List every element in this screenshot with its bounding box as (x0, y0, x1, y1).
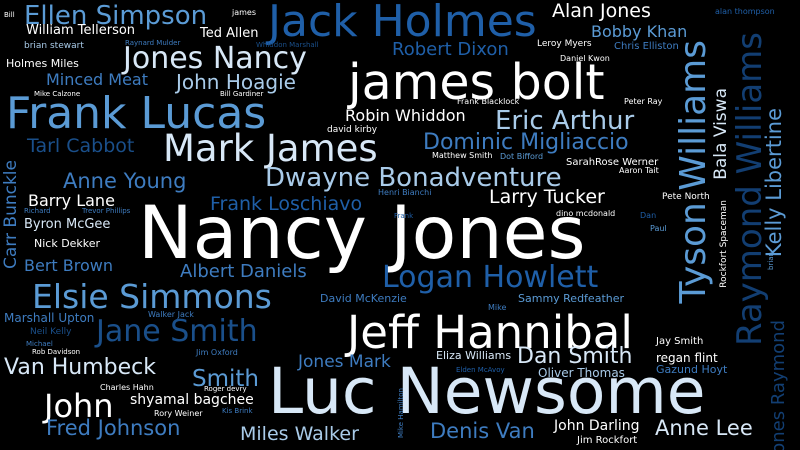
word-frank-loschiavo: Frank Loschiavo (210, 193, 363, 215)
word-jones-raymond: Jones Raymond (768, 320, 789, 450)
word-david-kirby: david kirby (327, 125, 378, 135)
word-elsie-simmons: Elsie Simmons (32, 277, 272, 316)
word-aaron-tait: Aaron Tait (619, 166, 659, 175)
word-raynard-mulder: Raynard Mulder (125, 39, 181, 47)
word-jane-smith: Jane Smith (96, 314, 258, 349)
word-gazund-hoyt: Gazund Hoyt (656, 363, 728, 376)
word-dan: Dan (640, 211, 657, 220)
word-dot-bifford: Dot Bifford (500, 152, 544, 161)
word-nick-dekker: Nick Dekker (34, 237, 101, 250)
word-alan-thompson: alan thompson (715, 7, 775, 16)
word-rory-weiner: Rory Weiner (154, 409, 203, 418)
word-jim-oxford: Jim Oxford (196, 348, 238, 357)
word-smith: Smith (192, 366, 259, 392)
word-robert-dixon: Robert Dixon (392, 39, 509, 60)
word-brian: brian (767, 252, 775, 270)
word-eliza-williams: Eliza Williams (436, 349, 512, 362)
word-anne-lee: Anne Lee (655, 416, 753, 440)
word-mark-james: Mark James (163, 127, 378, 170)
word-chris-elliston: Chris Elliston (614, 41, 679, 52)
word-dwayne-bonadventure: Dwayne Bonadventure (265, 163, 562, 193)
word-jim-rockfort: Jim Rockfort (577, 435, 638, 446)
word-richard: Richard (24, 207, 51, 215)
word-anne-young: Anne Young (63, 169, 187, 193)
word-bill-gardiner: Bill Gardiner (220, 90, 264, 98)
word-john-darling: John Darling (554, 418, 640, 434)
word-oliver-thomas: Oliver Thomas (538, 366, 625, 380)
word-roger-devry: Roger devry (204, 385, 247, 393)
word-sarahrose-werner: SarahRose Werner (566, 157, 659, 168)
word-dominic-migliaccio: Dominic Migliaccio (423, 130, 629, 155)
word-regan-flint: regan flint (656, 351, 718, 365)
word-frank: Frank (394, 212, 414, 220)
word-peter-ray: Peter Ray (624, 97, 663, 106)
word-kelly-libertine: Kelly Libertine (762, 108, 786, 258)
word-robin-whiddon: Robin Whiddon (345, 106, 466, 125)
word-ellen-simpson: Ellen Simpson (24, 1, 208, 31)
word-sammy-redfeather: Sammy Redfeather (518, 292, 625, 305)
word-bill: Bill (4, 11, 15, 19)
word-bert-brown: Bert Brown (24, 256, 113, 275)
word-holmes-miles: Holmes Miles (6, 57, 79, 70)
word-tarl-cabbot: Tarl Cabbot (27, 135, 135, 157)
word-rob-davidson: Rob Davidson (32, 348, 81, 356)
word-larry-tucker: Larry Tucker (489, 186, 605, 208)
word-whiddon-marshall: Whiddon Marshall (256, 41, 319, 49)
word-mike-calzone: Mike Calzone (34, 90, 81, 98)
word-tyson-williams: Tyson Williams (673, 40, 714, 304)
word-trevor-phillips: Trevor Phillips (82, 207, 131, 215)
word-jack-holmes: Jack Holmes (268, 0, 537, 47)
word-henri-bianchi: Henri Bianchi (378, 188, 432, 197)
word-elden-mcavoy: Elden McAvoy (456, 366, 505, 374)
word-leroy-myers: Leroy Myers (537, 39, 592, 49)
word-shyamal-bagchee: shyamal bagchee (130, 392, 254, 408)
word-byron-mcgee: Byron McGee (24, 217, 111, 232)
word-bala-viswa: Bala Viswa (711, 88, 731, 180)
word-matthew-smith: Matthew Smith (432, 151, 493, 160)
word-miles-walker: Miles Walker (240, 423, 359, 445)
word-james-bolt: james bolt (348, 54, 605, 111)
word-jay-smith: Jay Smith (656, 336, 704, 347)
word-frank-lucas: Frank Lucas (6, 88, 267, 139)
word-james: james (232, 8, 257, 17)
word-jones-mark: Jones Mark (298, 352, 391, 372)
word-mike: Mike (488, 303, 507, 312)
word-fred-johnson: Fred Johnson (46, 416, 181, 440)
word-frank-blacklock: Frank Blacklock (457, 97, 520, 106)
word-pete-north: Pete North (662, 192, 710, 202)
word-albert-daniels: Albert Daniels (180, 261, 307, 282)
word-ted-allen: Ted Allen (200, 26, 259, 41)
word-luc-newsome: Luc Newsome (268, 355, 706, 428)
word-mike-hamilton: Mike Hamilton (397, 388, 405, 439)
word-dan-smith: Dan Smith (517, 344, 633, 369)
word-denis-van: Denis Van (430, 419, 535, 443)
word-rockfort-spaceman: Rockfort Spaceman (719, 200, 729, 288)
word-michael: Michael (26, 340, 53, 348)
word-walker-jack: Walker Jack (148, 310, 194, 319)
word-neil-kelly: Neil Kelly (30, 327, 72, 337)
word-marshall-upton: Marshall Upton (4, 311, 95, 325)
word-carr-bunckle: Carr Bunckle (1, 160, 21, 269)
word-alan-jones: Alan Jones (552, 0, 651, 22)
word-william-tellerson: William Tellerson (26, 23, 136, 38)
word-jeff-hannibal: Jeff Hannibal (347, 306, 633, 359)
word-charles-hahn: Charles Hahn (100, 383, 154, 392)
word-eric-arthur: Eric Arthur (495, 106, 635, 136)
word-paul: Paul (650, 224, 667, 233)
word-dino-mcdonald: dino mcdonald (556, 209, 616, 218)
word-david-mckenzie: David McKenzie (320, 292, 407, 305)
word-barry-lane: Barry Lane (28, 191, 115, 210)
word-kis-brink: Kis Brink (222, 407, 253, 415)
word-van-humbeck: Van Humbeck (4, 355, 157, 380)
word-minced-meat: Minced Meat (46, 70, 148, 89)
word-logan-howlett: Logan Howlett (382, 260, 599, 295)
word-nancy-jones: Nancy Jones (138, 191, 586, 276)
word-john: John (44, 387, 114, 425)
word-brian-stewart: brian stewart (24, 41, 84, 51)
word-john-hoagie: John Hoagie (176, 70, 296, 94)
word-bobby-khan: Bobby Khan (591, 22, 688, 41)
word-jones-nancy: Jones Nancy (123, 41, 307, 76)
word-daniel-kwon: Daniel Kwon (560, 54, 610, 63)
